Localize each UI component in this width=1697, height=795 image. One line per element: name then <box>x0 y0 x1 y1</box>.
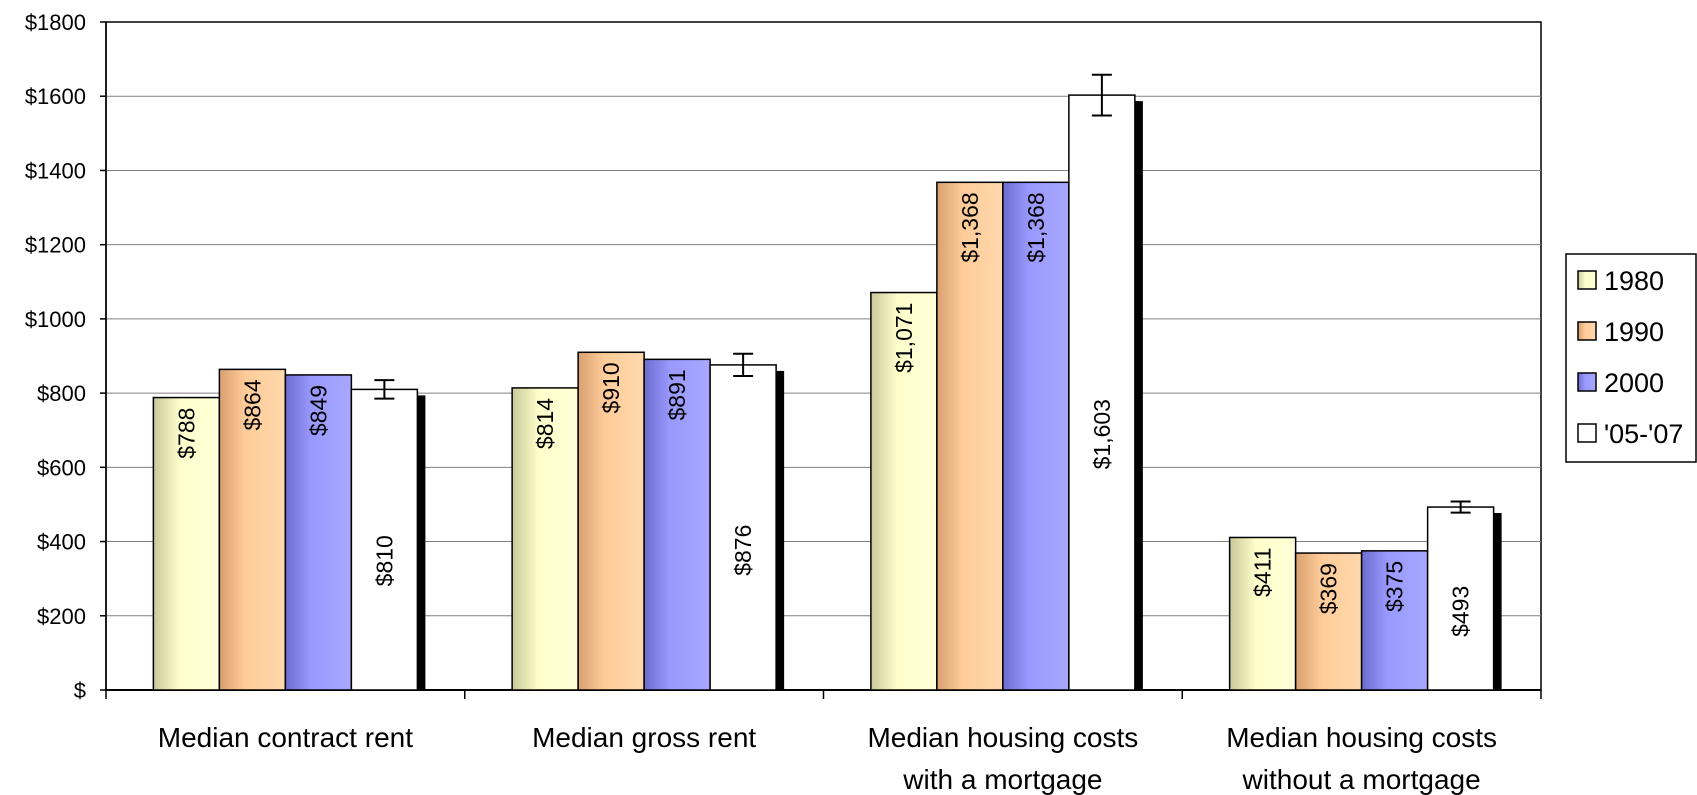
y-tick-label: $1400 <box>25 158 86 183</box>
bar <box>1294 552 1363 691</box>
legend: 1980 1990 2000 '05-'07 <box>1565 253 1697 463</box>
bar <box>870 291 938 691</box>
bar-shadow <box>417 395 426 690</box>
legend-label: '05-'07 <box>1604 419 1683 449</box>
data-label: $864 <box>239 379 265 430</box>
y-tick-label: $1000 <box>25 307 86 332</box>
legend-label: 1980 <box>1604 266 1664 296</box>
y-tick-label: $200 <box>37 604 86 629</box>
data-label: $891 <box>664 369 690 420</box>
data-label: $1,368 <box>1023 192 1049 262</box>
legend-label: 1990 <box>1604 317 1664 347</box>
legend-swatch <box>1577 321 1597 341</box>
data-label: $876 <box>730 525 756 576</box>
y-tick-label: $ <box>74 678 86 703</box>
bar <box>1068 94 1136 691</box>
y-tick-label: $1800 <box>25 10 86 35</box>
legend-swatch <box>1577 372 1597 392</box>
data-label: $369 <box>1316 563 1342 614</box>
y-tick-label: $1200 <box>25 233 86 258</box>
bar <box>936 181 1004 691</box>
y-tick-label: $800 <box>37 381 86 406</box>
bar <box>1228 536 1297 691</box>
bar <box>152 396 221 691</box>
data-label: $493 <box>1448 586 1474 637</box>
bar-shadow <box>776 370 785 690</box>
bar <box>1426 506 1495 691</box>
axes: $ $200 $400 $600 $800 $1000 $1200 $1400 $1600 $18… <box>25 10 1542 795</box>
y-tick-label: $400 <box>37 530 86 555</box>
bar <box>218 368 287 691</box>
x-category-label: with a mortgage <box>902 764 1102 795</box>
bars <box>152 73 1502 691</box>
bar <box>1360 550 1429 691</box>
bar <box>284 374 353 691</box>
y-tick-label: $1600 <box>25 84 86 109</box>
data-labels: $788 $864 $849 $810 $814 $910 $891 $876 $1,071 $1… <box>173 192 1473 637</box>
x-category-label: Median gross rent <box>532 722 756 753</box>
bar <box>1002 181 1070 691</box>
data-label: $814 <box>532 398 558 449</box>
data-label: $788 <box>173 408 199 459</box>
y-tick-label: $600 <box>37 455 86 480</box>
bar-shadow <box>1134 101 1143 690</box>
data-label: $375 <box>1382 561 1408 612</box>
x-category-label: Median housing costs <box>1226 722 1497 753</box>
bar <box>350 388 419 691</box>
legend-swatch <box>1577 423 1597 443</box>
bar <box>511 387 579 691</box>
data-label: $411 <box>1250 547 1276 596</box>
bar <box>709 364 777 691</box>
legend-label: 2000 <box>1604 368 1664 398</box>
x-category-label: without a mortgage <box>1242 764 1481 795</box>
data-label: $1,603 <box>1089 399 1115 469</box>
bar <box>643 358 711 691</box>
legend-swatch <box>1577 270 1597 290</box>
data-label: $810 <box>371 535 397 586</box>
x-category-label: Median housing costs <box>867 722 1138 753</box>
data-label: $910 <box>598 362 624 413</box>
data-label: $1,368 <box>957 192 983 262</box>
data-label: $1,071 <box>891 303 917 373</box>
x-category-label: Median contract rent <box>158 722 413 753</box>
bar-shadow <box>1493 513 1502 690</box>
data-label: $849 <box>305 385 331 436</box>
